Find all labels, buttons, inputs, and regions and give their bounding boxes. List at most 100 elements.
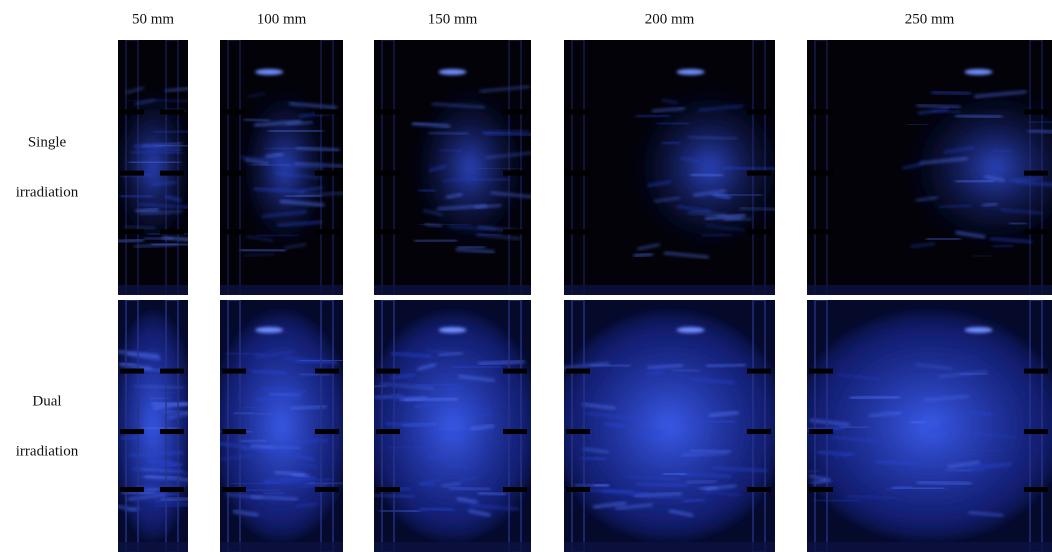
streak — [240, 250, 285, 251]
streak — [418, 190, 435, 191]
image-panel — [220, 40, 348, 295]
glow — [795, 313, 1052, 540]
image-panel — [807, 40, 1052, 295]
glow — [366, 313, 539, 540]
hot-spot — [677, 69, 705, 75]
panel-bottom — [374, 285, 531, 295]
bolt — [503, 229, 527, 234]
streak — [594, 485, 609, 486]
bolt — [747, 369, 771, 374]
streak — [154, 505, 191, 506]
streak — [268, 131, 323, 132]
glow — [214, 313, 349, 540]
streak — [663, 474, 687, 475]
panel-bottom — [807, 542, 1052, 552]
streak — [419, 509, 453, 510]
streak — [478, 493, 506, 495]
page: 50 mm100 mm150 mm200 mm250 mmSingleirrad… — [0, 0, 1052, 552]
glow — [553, 313, 785, 540]
streak — [415, 240, 458, 241]
bolt — [747, 109, 771, 114]
bolt — [747, 487, 771, 492]
bolt — [566, 229, 590, 234]
streak — [662, 142, 680, 143]
panel-bottom — [118, 542, 188, 552]
bolt — [160, 109, 184, 114]
column-header: 200 mm — [645, 11, 695, 27]
streak — [114, 240, 144, 242]
hot-spot — [255, 327, 283, 333]
bolt — [566, 369, 590, 374]
column-header: 250 mm — [905, 11, 955, 27]
bolt — [376, 369, 400, 374]
image-panel — [366, 300, 539, 552]
figure: 50 mm100 mm150 mm200 mm250 mmSingleirrad… — [0, 0, 1052, 552]
streak — [926, 239, 960, 240]
image-panel — [795, 300, 1052, 552]
streak — [281, 479, 333, 480]
bolt — [809, 487, 833, 492]
image-panel — [564, 40, 790, 295]
streak — [1009, 223, 1026, 224]
streak — [723, 168, 777, 169]
streak — [458, 247, 486, 248]
column-header: 50 mm — [132, 11, 174, 27]
bolt — [566, 487, 590, 492]
streak — [285, 196, 321, 197]
bolt — [503, 171, 527, 176]
bolt — [315, 171, 339, 176]
bolt — [503, 487, 527, 492]
bolt — [1024, 171, 1048, 176]
bolt — [376, 171, 400, 176]
streak — [454, 367, 502, 368]
row-label: irradiation — [16, 443, 79, 459]
row-label: Dual — [32, 393, 61, 409]
bolt — [222, 429, 246, 434]
streak — [154, 131, 204, 132]
panel-bottom — [374, 542, 531, 552]
bolt — [503, 429, 527, 434]
bolt — [315, 369, 339, 374]
streak — [917, 482, 971, 484]
panel-bottom — [118, 285, 188, 295]
streak — [128, 162, 180, 163]
bolt — [120, 487, 144, 492]
streak — [706, 365, 745, 367]
bolt — [809, 429, 833, 434]
hot-spot — [439, 327, 467, 333]
streak — [119, 196, 152, 197]
streak — [948, 454, 978, 455]
bolt — [1024, 369, 1048, 374]
streak — [657, 123, 690, 124]
bolt — [222, 171, 246, 176]
streak — [416, 384, 459, 385]
bolt — [1024, 429, 1048, 434]
bolt — [160, 429, 184, 434]
streak — [994, 150, 1013, 151]
streak — [813, 500, 859, 501]
streak — [136, 209, 159, 211]
streak — [911, 422, 926, 423]
streak — [143, 488, 158, 490]
streak — [1029, 122, 1052, 123]
bolt — [160, 229, 184, 234]
bolt — [1024, 229, 1048, 234]
bolt — [1024, 487, 1048, 492]
streak — [256, 235, 298, 236]
bolt — [809, 109, 833, 114]
bolt — [503, 109, 527, 114]
streak — [850, 397, 900, 398]
bolt — [747, 429, 771, 434]
image-panel — [553, 300, 785, 552]
streak — [368, 386, 386, 387]
streak — [581, 458, 606, 460]
column-header: 100 mm — [257, 11, 307, 27]
bolt — [120, 171, 144, 176]
bolt — [376, 429, 400, 434]
bolt — [809, 171, 833, 176]
bolt — [566, 109, 590, 114]
streak — [955, 181, 994, 182]
bolt — [315, 109, 339, 114]
streak — [955, 116, 1002, 117]
image-panel — [115, 300, 217, 552]
